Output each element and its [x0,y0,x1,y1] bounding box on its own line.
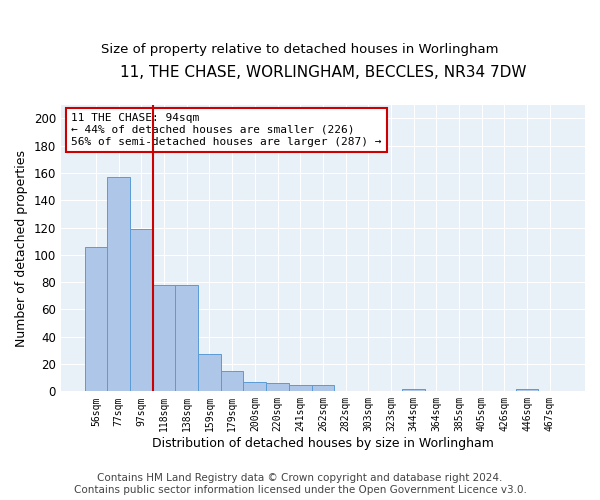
X-axis label: Distribution of detached houses by size in Worlingham: Distribution of detached houses by size … [152,437,494,450]
Bar [266,383,289,392]
Text: 11 THE CHASE: 94sqm
← 44% of detached houses are smaller (226)
56% of semi-detac: 11 THE CHASE: 94sqm ← 44% of detached ho… [71,114,382,146]
Bar [311,384,334,392]
Bar [516,388,538,392]
Bar [198,354,221,392]
Bar [130,229,152,392]
Y-axis label: Number of detached properties: Number of detached properties [15,150,28,346]
Bar [85,246,107,392]
Title: 11, THE CHASE, WORLINGHAM, BECCLES, NR34 7DW: 11, THE CHASE, WORLINGHAM, BECCLES, NR34… [119,65,526,80]
Bar [175,285,198,392]
Bar [289,384,311,392]
Bar [244,382,266,392]
Bar [152,285,175,392]
Text: Size of property relative to detached houses in Worlingham: Size of property relative to detached ho… [101,42,499,56]
Bar [403,388,425,392]
Bar [221,371,244,392]
Text: Contains HM Land Registry data © Crown copyright and database right 2024.
Contai: Contains HM Land Registry data © Crown c… [74,474,526,495]
Bar [107,177,130,392]
